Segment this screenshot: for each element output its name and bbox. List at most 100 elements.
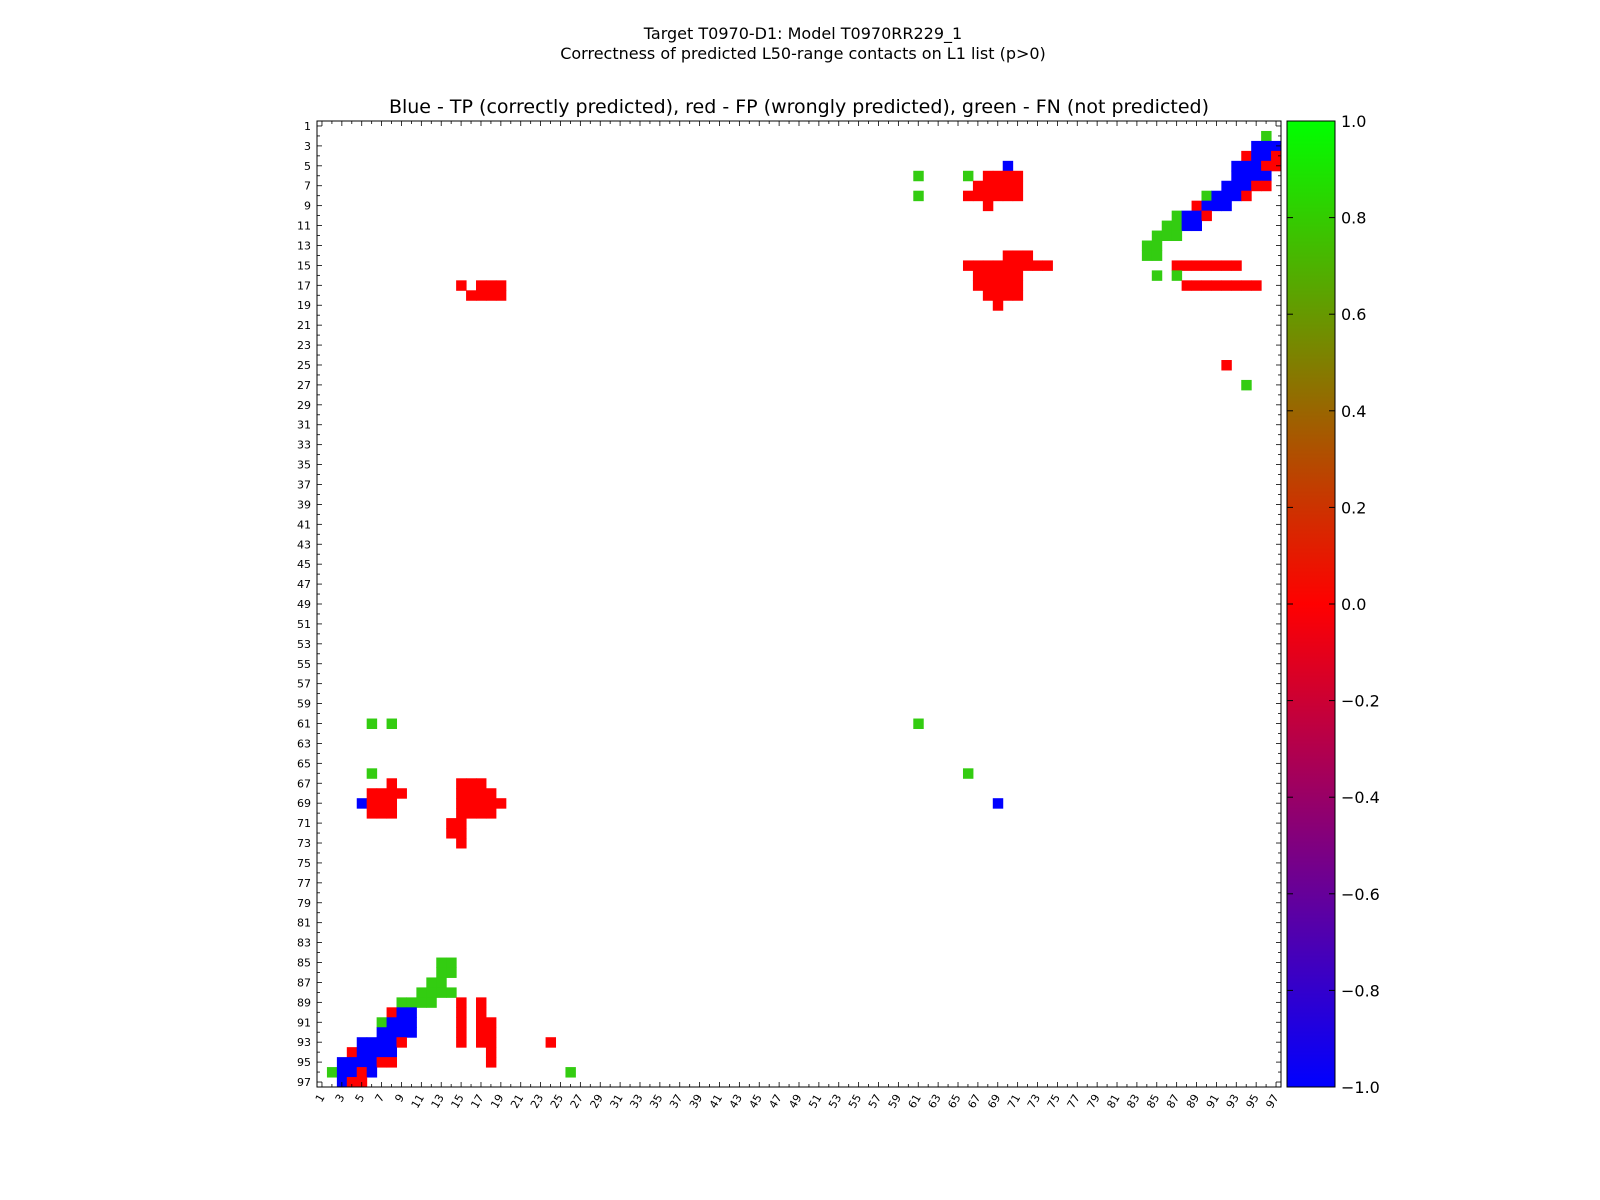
x-tick-label: 27 <box>568 1092 586 1111</box>
contact-cell-fp <box>485 1037 497 1048</box>
y-tick-label: 43 <box>297 538 311 551</box>
contact-cell-tp <box>1241 170 1252 182</box>
contact-cell-fp <box>982 170 994 182</box>
x-tick-label: 39 <box>687 1092 705 1111</box>
y-tick-label: 61 <box>297 718 311 731</box>
contact-cell-fp <box>476 280 487 291</box>
contact-cell-tp <box>396 1027 407 1038</box>
contact-cell-fp <box>386 808 398 819</box>
contact-cell-tp <box>396 1017 407 1028</box>
y-tick-label: 15 <box>297 259 311 272</box>
contact-cell-fp <box>1012 190 1024 202</box>
x-tick-label: 87 <box>1164 1092 1182 1111</box>
contact-cell-fp <box>1012 250 1024 261</box>
contact-cell-fp <box>456 1017 467 1028</box>
contact-cell-fp <box>982 180 994 192</box>
contact-cell-fn <box>1241 379 1252 391</box>
contact-cell-fp <box>485 808 497 819</box>
contact-cell-fp <box>1002 280 1014 291</box>
contact-cell-fn <box>366 718 378 729</box>
contact-cell-fp <box>456 1007 467 1018</box>
contact-cell-fn <box>1151 240 1163 251</box>
contact-cell-fp <box>982 190 994 202</box>
x-tick-label: 71 <box>1005 1092 1023 1111</box>
contact-cell-fp <box>476 808 487 819</box>
contact-cell-fn <box>962 170 974 182</box>
y-tick-label: 95 <box>297 1056 311 1069</box>
contact-cell-tp <box>406 1027 417 1038</box>
x-tick-label: 55 <box>846 1092 864 1111</box>
contact-cell-fp <box>1201 260 1212 271</box>
contact-cell-fp <box>1022 260 1034 271</box>
y-tick-label: 27 <box>297 379 311 392</box>
contact-cell-tp <box>1211 200 1222 212</box>
y-tick-label: 73 <box>297 837 311 850</box>
contact-cell-fp <box>456 838 467 849</box>
contact-cell-tp <box>366 1067 378 1078</box>
contact-cell-fp <box>376 808 388 819</box>
contact-cell-fp <box>1271 150 1282 162</box>
colorbar-tick-label: 0.4 <box>1341 402 1366 421</box>
contact-cell-fp <box>456 788 467 799</box>
contact-cell-tp <box>1251 170 1262 182</box>
contact-cell-fp <box>1012 180 1024 192</box>
x-tick-label: 33 <box>627 1092 645 1111</box>
contact-cell-fp <box>476 788 487 799</box>
contact-cell-fp <box>1002 170 1014 182</box>
contact-cell-fp <box>972 270 984 281</box>
contact-cell-fp <box>466 798 477 809</box>
contact-cell-fn <box>436 977 447 988</box>
contact-cell-fn <box>565 1067 576 1078</box>
contact-cell-fp <box>476 290 487 301</box>
contact-cell-fn <box>1161 230 1173 242</box>
contact-cell-tp <box>1002 160 1014 172</box>
y-tick-label: 65 <box>297 757 311 770</box>
contact-cell-fn <box>376 1017 388 1028</box>
y-tick-label: 29 <box>297 399 311 412</box>
plot-frame <box>316 120 1282 1088</box>
contact-cell-fp <box>1251 280 1262 291</box>
contact-cell-tp <box>376 1027 388 1038</box>
x-tick-label: 9 <box>392 1092 407 1105</box>
x-tick-label: 97 <box>1263 1092 1281 1111</box>
contact-cell-fn <box>913 170 924 182</box>
contact-cell-fp <box>1002 290 1014 301</box>
x-tick-label: 51 <box>806 1092 824 1111</box>
contact-cell-fp <box>982 270 994 281</box>
contact-cell-fp <box>495 798 507 809</box>
contact-cell-fp <box>992 190 1004 202</box>
contact-cell-fp <box>485 1057 497 1068</box>
colorbar-tick-label: −0.6 <box>1341 885 1380 904</box>
contact-cell-fp <box>456 1027 467 1038</box>
y-tick-label: 83 <box>297 937 311 950</box>
y-tick-label: 31 <box>297 419 311 432</box>
colorbar-ticks: 1.0 0.8 0.6 0.4 0.2 0.0 −0.2 −0.4 −0.6 −0.8 −1.0 <box>1287 112 1380 1097</box>
contact-cell-fn <box>436 957 447 968</box>
contact-cell-fp <box>1181 280 1193 291</box>
contact-cell-tp <box>1231 190 1242 202</box>
contact-cell-fn <box>1261 130 1272 142</box>
x-tick-label: 63 <box>925 1092 943 1111</box>
contact-cell-tp <box>336 1057 348 1068</box>
contact-cell-fn <box>913 718 924 729</box>
contact-cell-tp <box>386 1017 398 1028</box>
contact-cell-fp <box>1211 260 1222 271</box>
x-tick-label: 37 <box>667 1092 685 1111</box>
contact-cell-fp <box>1012 260 1024 271</box>
contact-cell-tp <box>1201 200 1212 212</box>
y-tick-label: 17 <box>297 279 311 292</box>
x-tick-label: 91 <box>1204 1092 1222 1111</box>
contact-cell-tp <box>406 1017 417 1028</box>
contact-cell-fp <box>1171 260 1183 271</box>
y-tick-label: 25 <box>297 359 311 372</box>
contact-cell-fp <box>446 828 457 839</box>
contact-cell-tp <box>1211 190 1222 202</box>
colorbar-tick-label: −0.8 <box>1341 981 1380 1000</box>
contact-cell-fp <box>485 280 497 291</box>
contact-cell-tp <box>1231 160 1242 172</box>
x-tick-label: 65 <box>945 1092 963 1111</box>
contact-cell-tp <box>356 1037 368 1048</box>
x-tick-label: 41 <box>707 1092 725 1111</box>
x-tick-label: 31 <box>607 1092 625 1111</box>
y-tick-label: 87 <box>297 976 311 989</box>
